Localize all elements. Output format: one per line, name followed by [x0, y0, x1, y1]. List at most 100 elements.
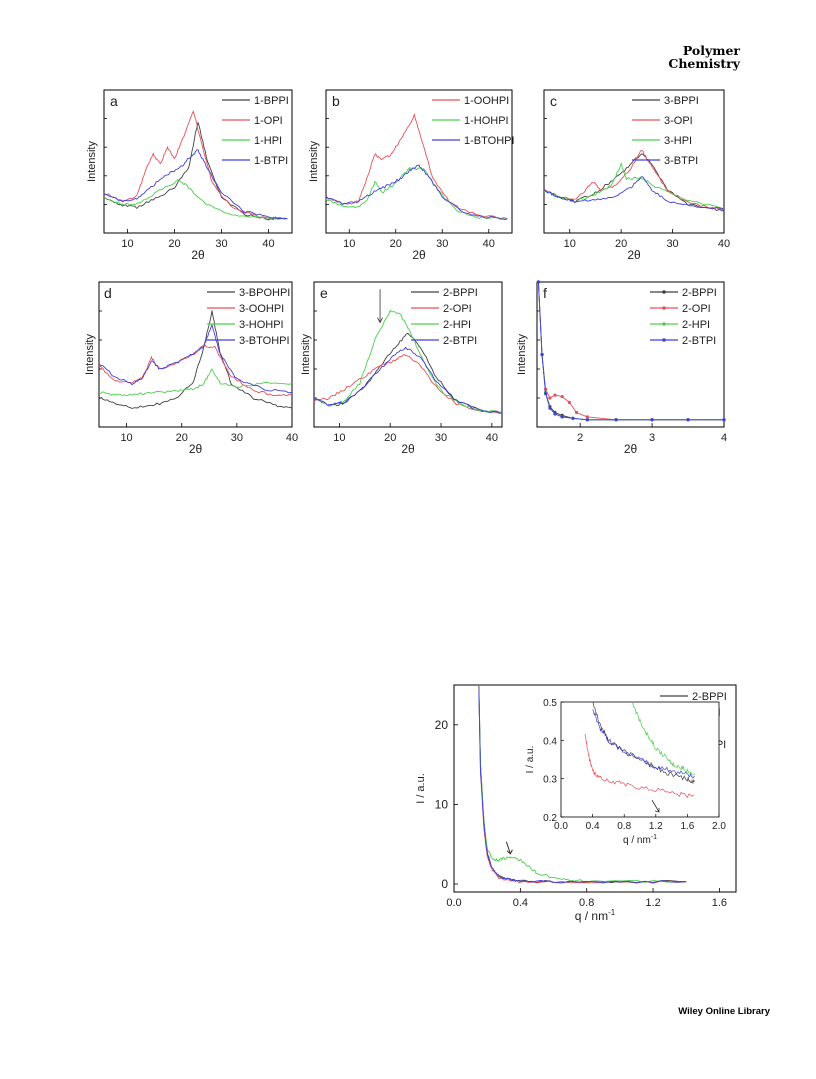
- data-point: [540, 353, 543, 356]
- data-point: [548, 407, 551, 410]
- inset-y-tick-label: 0.3: [543, 775, 557, 786]
- series-line-1-HOHPI: [326, 168, 507, 220]
- y-tick-label: 10: [435, 797, 449, 811]
- legend-label-1-OOHPI: 1-OOHPI: [464, 95, 509, 107]
- x-axis-label: 2θ: [401, 442, 415, 456]
- inset-x-tick-label: 1.6: [680, 821, 694, 832]
- panel-label: f: [543, 285, 547, 301]
- legend-marker: [662, 306, 666, 310]
- data-point: [548, 396, 551, 399]
- x-tick-label: 0.8: [579, 897, 594, 909]
- data-point: [571, 417, 574, 420]
- series-line-1-BTOHPI: [326, 165, 507, 220]
- inset-x-axis-label: q / nm-1: [623, 834, 657, 846]
- panel-b: 10 20 30 40 1-OOHPI 1-HOHPI 1-BTOHPI b 2θ Intensi…: [308, 90, 515, 262]
- x-tick-label: 20: [390, 238, 402, 250]
- figure: 10 20 30 40 1-BPPI 1-OPI 1-HPI 1-BTPI a 2θ Intensi…: [0, 0, 816, 1000]
- legend-label-2-OPI: 2-OPI: [443, 303, 472, 315]
- legend-label-3-BTOHPI: 3-BTOHPI: [239, 335, 290, 347]
- panel-label: a: [110, 93, 118, 109]
- plot-frame: [314, 282, 502, 427]
- data-point: [686, 418, 689, 421]
- legend-label-2-BTPI: 2-BTPI: [682, 335, 716, 347]
- y-tick-label: 20: [435, 718, 449, 732]
- legend-label-3-BPOHPI: 3-BPOHPI: [239, 287, 290, 299]
- x-tick-label: 30: [435, 432, 447, 444]
- data-point: [615, 418, 618, 421]
- inset-y-tick-label: 0.2: [543, 813, 557, 824]
- legend-label-3-OPI: 3-OPI: [664, 115, 693, 127]
- x-tick-label: 1.6: [712, 897, 727, 909]
- legend-marker: [662, 338, 666, 342]
- legend-label-3-BPPI: 3-BPPI: [664, 95, 699, 107]
- legend-marker: [662, 290, 666, 294]
- x-axis-label: 2θ: [627, 248, 641, 262]
- legend-label-2-BPPI: 2-BPPI: [443, 287, 478, 299]
- footer-publisher: Wiley Online Library: [678, 1006, 770, 1017]
- x-tick-label: 20: [384, 432, 396, 444]
- panel-c: 10 20 30 403-BPPI3-OPI3-HPI3-BTPIc2θ: [544, 90, 730, 262]
- legend-label-3-HPI: 3-HPI: [664, 135, 692, 147]
- panel-label: b: [332, 93, 340, 109]
- x-axis-label: 2θ: [189, 442, 203, 456]
- data-point: [553, 412, 556, 415]
- x-tick-label: 30: [215, 238, 227, 250]
- x-tick-label: 30: [436, 238, 448, 250]
- data-point: [650, 418, 653, 421]
- legend-label-1-HOHPI: 1-HOHPI: [464, 115, 509, 127]
- legend-label-1-BPPI: 1-BPPI: [254, 95, 289, 107]
- legend-label-2-BTPI: 2-BTPI: [443, 335, 477, 347]
- panel-label: c: [550, 93, 557, 109]
- x-tick-label: 20: [615, 238, 627, 250]
- y-axis-label: Intensity: [516, 334, 528, 375]
- series-line-3-HPI: [544, 164, 724, 209]
- data-point: [568, 401, 571, 404]
- y-axis-label: I / a.u.: [415, 773, 427, 804]
- data-point: [561, 415, 564, 418]
- inset-y-axis-label: I / a.u.: [525, 746, 536, 774]
- legend-label-3-OOHPI: 3-OOHPI: [239, 303, 284, 315]
- y-axis-label: Intensity: [84, 334, 96, 375]
- legend-marker: [662, 322, 666, 326]
- legend-label-2-HPI: 2-HPI: [682, 319, 710, 331]
- data-point: [722, 418, 725, 421]
- series-line-2-BTPI: [314, 347, 502, 413]
- inset-x-tick-label: 0.8: [617, 821, 631, 832]
- data-point: [575, 411, 578, 414]
- inset-chart: 0.0 0.4 0.8 1.2 1.6 2.00.20.30.40.5q / nm-1I …: [525, 698, 726, 846]
- x-tick-label: 10: [333, 432, 345, 444]
- x-tick-label: 0.0: [446, 897, 461, 909]
- inset-x-tick-label: 1.2: [649, 821, 663, 832]
- x-tick-label: 10: [343, 238, 355, 250]
- arrow-annotation: [506, 842, 512, 854]
- data-point: [553, 394, 556, 397]
- legend-label-3-BTPI: 3-BTPI: [664, 155, 698, 167]
- x-tick-label: 0.4: [513, 897, 528, 909]
- legend-label-1-BTPI: 1-BTPI: [254, 155, 288, 167]
- data-point: [586, 418, 589, 421]
- x-axis-label: q / nm-1: [575, 908, 616, 923]
- panel-label: d: [104, 285, 112, 301]
- y-axis-label: Intensity: [300, 334, 312, 375]
- x-tick-label: 40: [486, 432, 498, 444]
- y-axis-label: Intensity: [86, 141, 98, 182]
- data-point: [537, 280, 540, 283]
- panel-label: e: [320, 285, 328, 301]
- series-line-2-HPI: [314, 310, 502, 412]
- legend-label-2-BPPI: 2-BPPI: [682, 287, 717, 299]
- x-tick-label: 1.2: [645, 897, 660, 909]
- x-axis-label: 2θ: [191, 248, 205, 262]
- x-tick-label: 10: [564, 238, 576, 250]
- inset-x-tick-label: 0.4: [586, 821, 600, 832]
- x-tick-label: 30: [231, 432, 243, 444]
- panel-e: 10 20 30 40 2-BPPI 2-OPI 2-HPI 2-BTPI e 2θ Intensi…: [300, 282, 502, 456]
- x-tick-label: 10: [120, 432, 132, 444]
- legend-label-1-HPI: 1-HPI: [254, 135, 282, 147]
- x-tick-label: 10: [121, 238, 133, 250]
- inset-y-tick-label: 0.4: [543, 736, 557, 747]
- legend-label-2-OPI: 2-OPI: [682, 303, 711, 315]
- legend-label-1-OPI: 1-OPI: [254, 115, 283, 127]
- legend-label-2-HPI: 2-HPI: [443, 319, 471, 331]
- x-tick-label: 30: [666, 238, 678, 250]
- y-tick-label: 0: [441, 877, 448, 891]
